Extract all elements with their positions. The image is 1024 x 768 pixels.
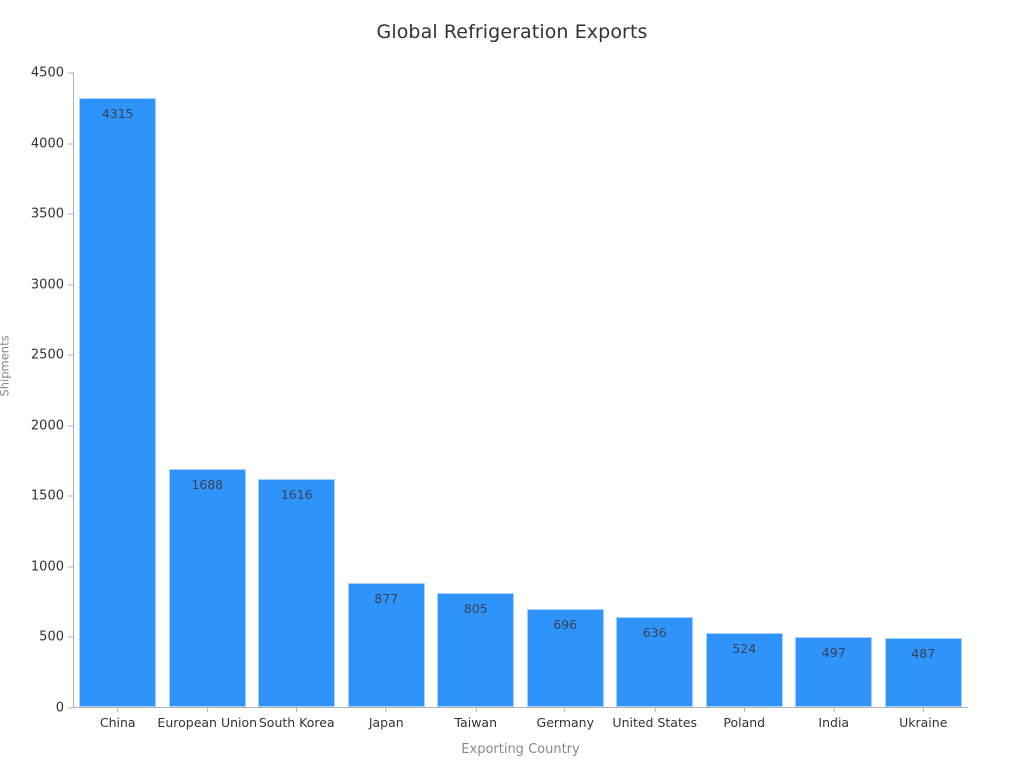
y-axis-tick: 1500 (31, 486, 73, 505)
x-axis-tick-mark (922, 707, 924, 712)
bar[interactable]: 696 (526, 608, 604, 707)
bar-value-label: 524 (732, 641, 757, 657)
y-axis-tick: 500 (39, 627, 73, 646)
y-axis-tick-label: 1500 (30, 488, 64, 504)
y-axis-tick-mark (68, 143, 73, 145)
bar-value-label: 497 (821, 644, 846, 660)
x-axis-tick: Poland (723, 707, 765, 730)
y-axis-tick-label: 3000 (30, 277, 64, 293)
bar[interactable]: 4315 (79, 98, 157, 707)
x-axis-tick-label: Japan (368, 715, 404, 730)
x-axis-tick-mark (475, 707, 477, 712)
y-axis-tick-label: 500 (39, 629, 64, 645)
y-axis-tick: 4000 (31, 133, 73, 152)
y-axis-tick-label: 3500 (30, 206, 64, 222)
x-axis-tick-label: China (99, 715, 136, 730)
y-axis-tick-mark (68, 495, 73, 497)
x-axis-tick-mark (117, 707, 119, 712)
x-axis-tick: Germany (537, 707, 594, 730)
x-axis-tick-label: European Union (157, 715, 258, 730)
plot-area: 0 500 1000 1500 2000 2500 3000 3500 4000 4500 4315… (31, 66, 968, 730)
bar[interactable]: 1688 (168, 468, 246, 707)
bar[interactable]: 877 (347, 583, 425, 707)
bar[interactable]: 805 (437, 593, 515, 707)
x-axis-tick-label: South Korea (258, 715, 335, 730)
y-axis-tick-label: 2500 (30, 347, 64, 363)
x-axis-tick-label: India (818, 715, 850, 730)
x-axis-spine (73, 707, 968, 708)
x-axis-tick-label: Poland (723, 715, 766, 730)
x-axis-tick-mark (296, 707, 298, 712)
bar[interactable]: 497 (795, 636, 873, 707)
bar[interactable]: 487 (884, 638, 962, 707)
x-axis-tick-mark (385, 707, 387, 712)
bar[interactable]: 1616 (258, 478, 336, 707)
bar-value-label: 805 (463, 601, 488, 617)
y-axis-tick-mark (68, 707, 73, 709)
y-axis-tick-label: 4000 (30, 136, 64, 152)
y-axis-tick: 1000 (31, 556, 73, 575)
y-axis-tick-mark (68, 425, 73, 427)
x-axis-tick-mark (833, 707, 835, 712)
y-axis-tick-mark (68, 72, 73, 74)
x-axis-tick: Japan (369, 707, 404, 730)
y-axis-tick-label: 0 (55, 700, 64, 716)
x-axis-tick: India (818, 707, 849, 730)
y-axis-tick: 0 (56, 698, 73, 717)
y-axis-tick-label: 2000 (30, 418, 64, 434)
y-axis-tick: 4500 (31, 63, 73, 82)
bar-value-label: 487 (911, 646, 936, 662)
y-axis-tick-mark (68, 636, 73, 638)
x-axis-tick-mark (564, 707, 566, 712)
y-axis-tick-mark (68, 354, 73, 356)
x-axis-tick: Ukraine (899, 707, 947, 730)
y-axis-tick: 3500 (31, 204, 73, 223)
bar[interactable]: 524 (705, 633, 783, 707)
x-axis-tick: South Korea (259, 707, 335, 730)
y-axis-tick: 2000 (31, 415, 73, 434)
y-axis-tick: 3000 (31, 274, 73, 293)
x-axis-tick-label: United States (612, 715, 698, 730)
bar-value-label: 636 (642, 625, 667, 641)
x-axis-tick: United States (612, 707, 697, 730)
x-axis-tick-label: Germany (536, 715, 594, 730)
bar-value-label: 4315 (101, 106, 134, 122)
y-axis-tick: 2500 (31, 345, 73, 364)
x-axis-tick: China (100, 707, 136, 730)
y-axis-tick-mark (68, 566, 73, 568)
x-axis-tick-label: Ukraine (899, 715, 948, 730)
bar-value-label: 1616 (280, 486, 313, 502)
x-axis-tick: European Union (157, 707, 257, 730)
y-axis-tick-mark (68, 284, 73, 286)
x-axis-tick-mark (654, 707, 656, 712)
chart-title: Global Refrigeration Exports (376, 21, 648, 43)
x-axis-tick: Taiwan (454, 707, 497, 730)
bar[interactable]: 636 (616, 617, 694, 707)
y-axis-tick-mark (68, 213, 73, 215)
y-axis-label: Shipments (0, 335, 12, 397)
x-axis-tick-mark (743, 707, 745, 712)
bar-value-label: 877 (374, 591, 399, 607)
y-axis-tick-label: 4500 (30, 65, 64, 81)
x-axis-tick-label: Taiwan (454, 715, 498, 730)
bar-value-label: 696 (553, 616, 578, 632)
y-axis-spine (73, 72, 74, 708)
y-axis-tick-label: 1000 (30, 559, 64, 575)
x-axis-tick-mark (206, 707, 208, 712)
bar-value-label: 1688 (191, 476, 224, 492)
x-axis-label: Exporting Country (461, 742, 580, 757)
